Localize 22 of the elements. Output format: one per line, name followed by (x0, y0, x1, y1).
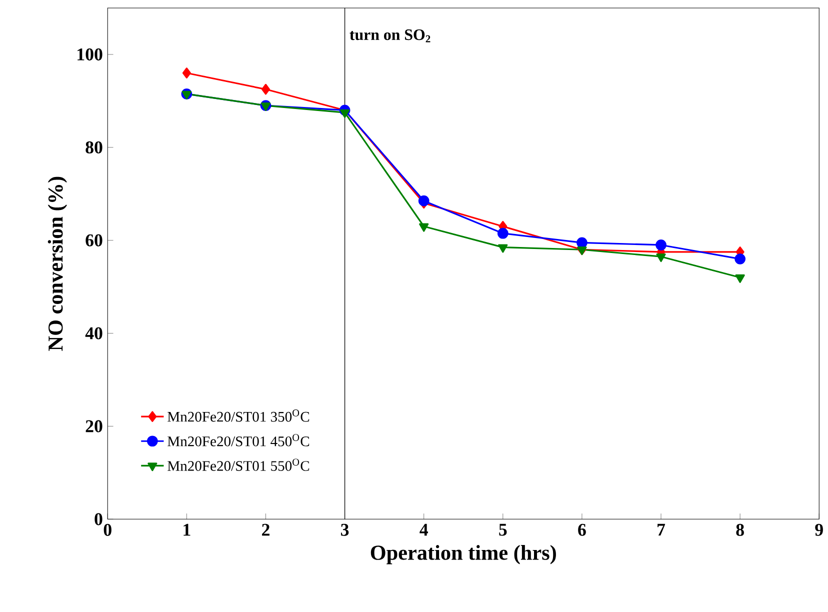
x-axis-title: Operation time (hrs) (370, 545, 556, 564)
legend-label: Mn20Fe20/ST01 450$^{O}$C (168, 434, 310, 446)
x-tick-label: 5 (499, 524, 507, 536)
legend-label: Mn20Fe20/ST01 350$^{O}$C (168, 410, 310, 422)
x-tick-label: 4 (420, 524, 428, 536)
annotation: turn on SO$_{2}$ (350, 29, 430, 42)
y-tick-label: 80 (86, 141, 102, 154)
x-tick-label: 6 (578, 524, 586, 536)
y-tick-label: 0 (94, 513, 102, 526)
x-tick-label: 3 (340, 524, 349, 536)
x-tick-label: 9 (815, 524, 823, 536)
y-tick-label: 20 (86, 420, 102, 432)
x-tick-label: 2 (262, 524, 270, 536)
legend-label: Mn20Fe20/ST01 550$^{O}$C (168, 458, 310, 471)
x-tick-label: 8 (736, 524, 744, 536)
x-tick-label: 1 (184, 524, 190, 536)
y-tick-label: 60 (86, 234, 102, 246)
x-tick-label: 0 (104, 524, 112, 536)
y-tick-label: 100 (78, 48, 102, 61)
y-axis-title: NO conversion (%) (48, 176, 68, 351)
y-tick-label: 40 (85, 327, 102, 340)
x-tick-label: 7 (658, 524, 666, 536)
